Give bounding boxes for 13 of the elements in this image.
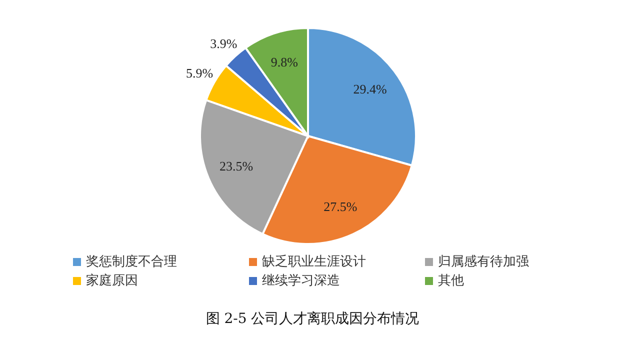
legend-label: 家庭原因 xyxy=(86,272,138,288)
text: 图 2-5 公司人才离职成因分布情况 xyxy=(206,311,420,327)
legend-label: 奖惩制度不合理 xyxy=(86,254,177,270)
data-label: 3.9% xyxy=(210,36,238,51)
data-label: 9.8% xyxy=(270,54,298,70)
data-label: 27.5% xyxy=(324,199,358,214)
data-label: 29.4% xyxy=(353,82,387,97)
legend-label: 继续学习深造 xyxy=(262,274,340,288)
legend-label: 归属感有待加强 xyxy=(438,254,529,270)
legend-label: 缺乏职业生涯设计 xyxy=(262,254,366,270)
data-label: 5.9% xyxy=(186,66,214,81)
data-label: 23.5% xyxy=(220,158,254,174)
legend-label: 其他 xyxy=(438,274,464,288)
